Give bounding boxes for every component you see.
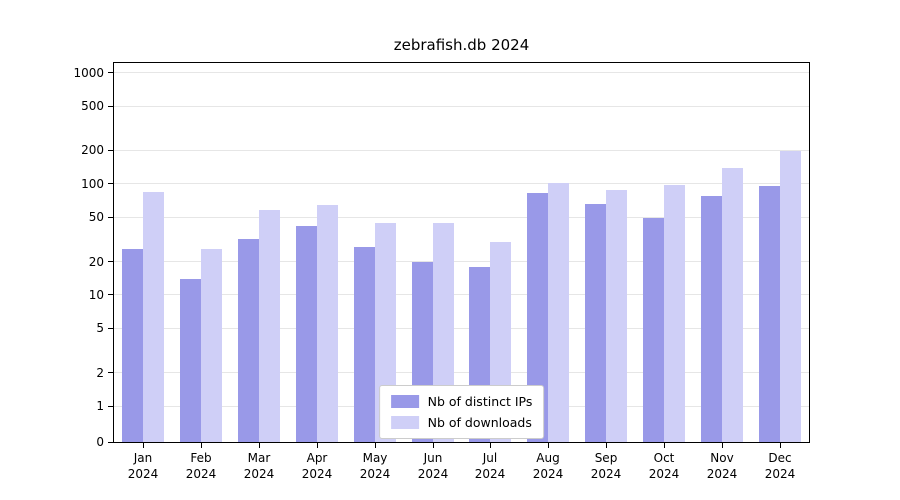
x-tick-label-mar: Mar 2024 [243, 451, 275, 481]
grid-line-2 [114, 372, 809, 374]
y-tick-mark-100 [108, 183, 113, 185]
legend: Nb of distinct IPs Nb of downloads [378, 385, 545, 439]
bar-downloads-jan [143, 192, 164, 442]
y-tick-label-1000: 1000 [73, 65, 104, 80]
y-tick-label-500: 500 [81, 99, 104, 114]
plot-area: 0 1 2 5 10 20 50 100 200 500 1000 Jan 2024 Feb 2024 M… [73, 62, 810, 481]
y-tick-mark-200 [108, 149, 113, 151]
bar-distinct-ips-dec [759, 186, 780, 442]
x-tick-mark-apr [317, 443, 318, 448]
x-tick-mark-feb [201, 443, 202, 448]
legend-item-downloads: Nb of downloads [390, 415, 533, 430]
bar-distinct-ips-sep [585, 204, 606, 442]
x-tick-label-may: May 2024 [359, 451, 391, 481]
x-tick-mark-may [375, 443, 376, 448]
y-tick-label-20: 20 [88, 254, 104, 269]
y-tick-label-10: 10 [88, 287, 104, 302]
x-tick-label-nov: Nov 2024 [706, 451, 738, 481]
x-tick-label-apr: Apr 2024 [301, 451, 333, 481]
x-tick-label-aug: Aug 2024 [532, 451, 564, 481]
grid-line-10 [114, 294, 809, 296]
grid-line-200 [114, 149, 809, 151]
legend-item-distinct-ips: Nb of distinct IPs [390, 394, 533, 409]
y-tick-label-1: 1 [96, 399, 104, 413]
x-tick-mark-jul [490, 443, 491, 448]
x-tick-label-feb: Feb 2024 [185, 451, 217, 481]
bar-downloads-nov [722, 168, 743, 442]
x-tick-mark-oct [664, 443, 665, 448]
y-tick-label-50: 50 [88, 210, 104, 225]
bar-downloads-apr [317, 205, 338, 442]
y-tick-mark-5 [108, 327, 113, 329]
y-tick-mark-2 [108, 372, 113, 374]
x-tick-mark-jun [433, 443, 434, 448]
bar-distinct-ips-aug [527, 193, 548, 442]
x-tick-label-jun: Jun 2024 [417, 451, 449, 481]
x-tick-mark-nov [722, 443, 723, 448]
x-tick-mark-jan [143, 443, 144, 448]
y-tick-mark-20 [108, 261, 113, 263]
bar-downloads-oct [664, 185, 685, 442]
y-tick-label-2: 2 [96, 365, 104, 380]
bar-distinct-ips-apr [296, 226, 317, 442]
bar-downloads-dec [780, 151, 801, 442]
x-tick-mark-aug [548, 443, 549, 448]
grid-line-20 [114, 261, 809, 263]
y-tick-label-0: 0 [96, 435, 104, 449]
legend-label-downloads: Nb of downloads [427, 415, 532, 430]
bar-distinct-ips-may [354, 247, 375, 442]
bar-downloads-mar [259, 210, 280, 442]
grid-line-500 [114, 105, 809, 107]
bar-downloads-aug [548, 183, 569, 442]
legend-swatch-distinct-ips [390, 395, 419, 408]
grid-line-1000 [114, 72, 809, 74]
x-tick-mark-dec [780, 443, 781, 448]
bar-distinct-ips-oct [643, 218, 664, 442]
bar-downloads-sep [606, 190, 627, 442]
y-tick-mark-500 [108, 105, 113, 107]
x-tick-label-sep: Sep 2024 [590, 451, 622, 481]
bar-distinct-ips-feb [180, 279, 201, 442]
bar-distinct-ips-mar [238, 239, 259, 442]
y-tick-mark-1 [108, 405, 113, 407]
bar-distinct-ips-jan [122, 249, 143, 442]
x-tick-mark-mar [259, 443, 260, 448]
legend-swatch-downloads [390, 416, 419, 429]
grid-line-50 [114, 216, 809, 218]
grid-line-5 [114, 327, 809, 329]
bar-downloads-feb [201, 249, 222, 442]
x-tick-label-jan: Jan 2024 [127, 451, 159, 481]
x-tick-label-jul: Jul 2024 [474, 451, 506, 481]
y-tick-label-200: 200 [81, 143, 104, 158]
chart-title: zebrafish.db 2024 [393, 36, 530, 54]
y-tick-mark-50 [108, 216, 113, 218]
y-tick-label-5: 5 [96, 321, 104, 336]
x-tick-label-oct: Oct 2024 [648, 451, 680, 481]
y-tick-mark-10 [108, 294, 113, 296]
bar-distinct-ips-nov [701, 196, 722, 442]
y-tick-label-100: 100 [81, 176, 104, 191]
grid-line-100 [114, 183, 809, 185]
x-tick-label-dec: Dec 2024 [764, 451, 796, 481]
legend-label-distinct-ips: Nb of distinct IPs [427, 394, 533, 409]
y-tick-mark-0 [108, 441, 113, 443]
y-tick-mark-1000 [108, 72, 113, 74]
x-tick-mark-sep [606, 443, 607, 448]
